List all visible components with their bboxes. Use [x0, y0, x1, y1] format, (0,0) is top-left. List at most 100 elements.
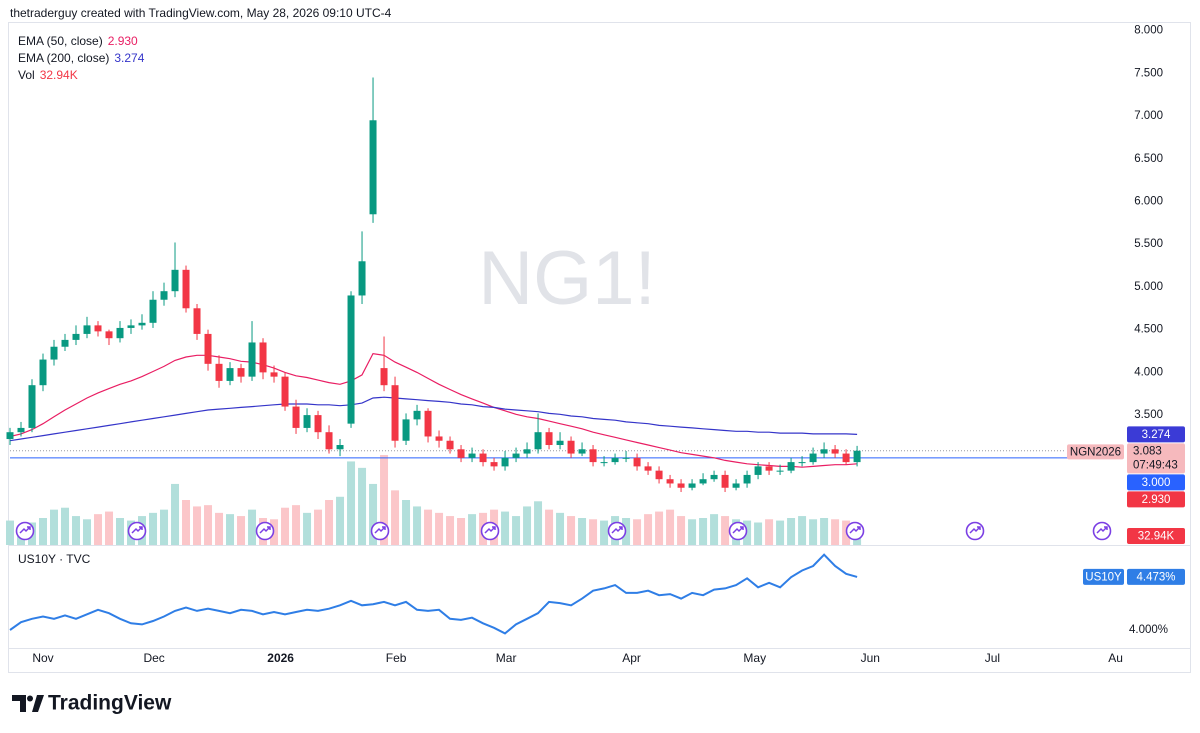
volume-bar: [160, 509, 169, 545]
candle-body: [787, 462, 795, 471]
candle-body: [325, 432, 333, 450]
event-icon[interactable]: [607, 521, 627, 541]
candle-body: [226, 368, 234, 381]
candle-body: [72, 333, 80, 340]
volume-bar: [424, 509, 433, 545]
x-tick-label: Mar: [496, 651, 517, 665]
candle-body: [567, 440, 575, 454]
candle-body: [490, 462, 498, 467]
volume-bar: [435, 512, 444, 545]
volume-bar: [380, 455, 389, 545]
x-tick-label: Apr: [622, 651, 641, 665]
event-icon[interactable]: [15, 521, 35, 541]
candle-body: [633, 457, 641, 467]
y-tick-label: 5.500: [1134, 238, 1163, 250]
header-text: thetraderguy created with TradingView.co…: [10, 6, 392, 20]
ema200-badge: 3.274: [1142, 429, 1171, 441]
candle-body: [688, 483, 696, 488]
event-icon[interactable]: [127, 521, 147, 541]
event-icon[interactable]: [480, 521, 500, 541]
y-tick-label: 3.500: [1134, 409, 1163, 421]
event-icon[interactable]: [1092, 521, 1112, 541]
volume-bar: [721, 516, 730, 545]
y-tick-label: 7.000: [1134, 110, 1163, 122]
y-tick-label: 7.500: [1134, 67, 1163, 79]
candle-body: [831, 449, 839, 454]
brand-name: TradingView: [48, 692, 172, 715]
volume-bar: [809, 519, 818, 545]
volume-bar: [226, 514, 235, 545]
event-icon[interactable]: [255, 521, 275, 541]
volume-bar: [347, 461, 356, 545]
candle-body: [435, 436, 443, 441]
chart-frame: [8, 22, 1191, 673]
volume-bar: [171, 483, 180, 545]
x-tick-label: Dec: [143, 651, 164, 665]
candle-body: [798, 462, 806, 464]
event-icon[interactable]: [965, 521, 985, 541]
y-tick-label: 5.000: [1134, 281, 1163, 293]
y-tick-label: 4.500: [1134, 324, 1163, 336]
event-icon[interactable]: [370, 521, 390, 541]
candle-body: [699, 479, 707, 484]
volume-bar: [314, 509, 323, 545]
last-price-badge: 3.083: [1133, 445, 1162, 457]
ema-line: [9, 352, 858, 468]
event-icon[interactable]: [845, 521, 865, 541]
badge-bg: [1127, 528, 1185, 544]
candle-body: [347, 295, 355, 424]
candle-body: [446, 440, 454, 450]
candle-body: [578, 449, 586, 454]
volume-bar: [468, 514, 477, 545]
candle-body: [391, 385, 399, 441]
volume-bar: [776, 520, 785, 545]
y-tick-label: 8.000: [1134, 25, 1163, 37]
x-tick-label: Au: [1108, 651, 1123, 665]
legend-entry: EMA (200, close) 3.274: [18, 51, 145, 65]
volume-bar: [545, 509, 554, 545]
ema50-badge: 2.930: [1142, 494, 1171, 506]
volume-bar: [666, 509, 675, 545]
candle-body: [842, 453, 850, 463]
candle-body: [468, 453, 476, 458]
candle-body: [248, 342, 256, 377]
candle-body: [853, 450, 861, 463]
badge-bg: [1127, 443, 1185, 474]
candle-body: [193, 308, 201, 334]
volume-bar: [83, 519, 92, 545]
pane-title: US10Y · TVC: [18, 552, 91, 566]
volume-bar: [303, 512, 312, 545]
x-tick-label: May: [743, 651, 766, 665]
candle-body: [380, 368, 388, 386]
badge-bg: [1067, 444, 1124, 460]
candle-body: [710, 474, 718, 480]
legend-value: 32.94K: [40, 68, 78, 82]
candle-body: [809, 453, 817, 463]
legend-value: 3.274: [114, 51, 144, 65]
logo-dot: [27, 695, 33, 702]
legend-name: EMA (200, close): [18, 51, 109, 65]
candle-body: [281, 376, 289, 407]
volume-bar: [72, 516, 81, 545]
candle-body: [413, 410, 421, 420]
candle-body: [259, 342, 267, 373]
legend-name: Vol: [18, 68, 35, 82]
y-tick-label: 6.500: [1134, 153, 1163, 165]
volume-bar: [105, 511, 114, 545]
volume-bar: [248, 509, 257, 545]
candle-body: [314, 415, 322, 433]
symbol-badge: NGN2026: [1070, 446, 1121, 458]
volume-bar: [534, 501, 543, 545]
x-tick-label: Nov: [32, 651, 53, 665]
volume-bar: [754, 522, 763, 545]
legend-entry: Vol 32.94K: [18, 68, 78, 82]
candle-body: [94, 325, 102, 332]
volume-bar: [644, 514, 653, 545]
event-icon[interactable]: [728, 521, 748, 541]
candle-body: [215, 363, 223, 381]
y-tick-label: 6.000: [1134, 195, 1163, 207]
candle-body: [6, 432, 14, 440]
x-tick-label: 2026: [267, 651, 294, 665]
logo-glyph: [12, 695, 44, 712]
